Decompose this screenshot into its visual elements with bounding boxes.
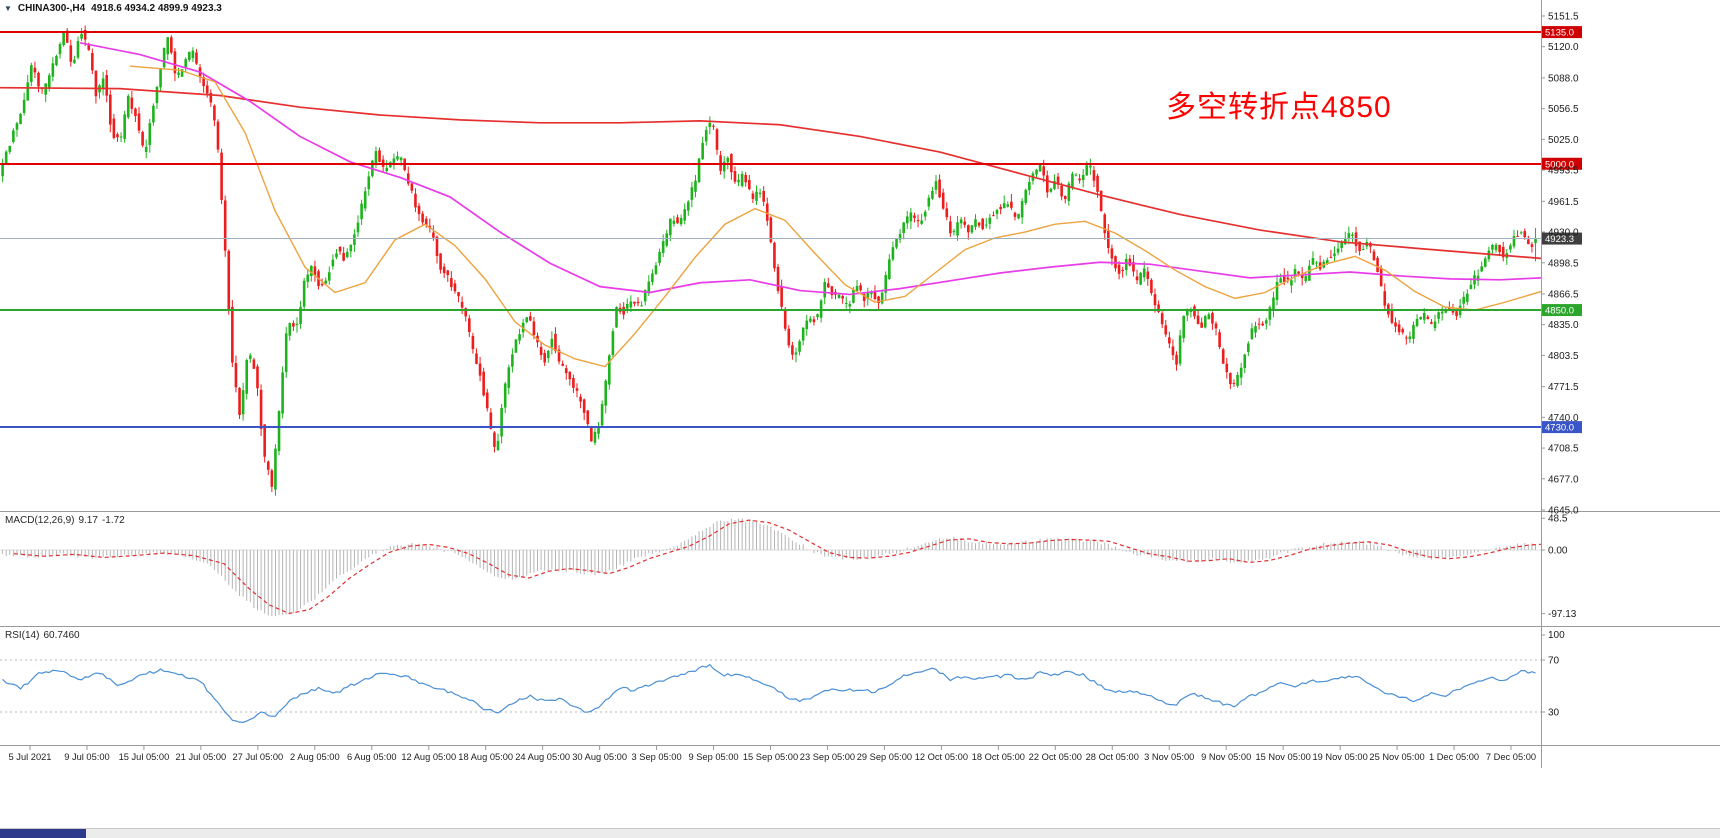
macd-value: 9.17 [78,515,98,526]
price-badge [1542,304,1582,317]
svg-text:30: 30 [1548,708,1560,719]
svg-text:0.00: 0.00 [1548,546,1568,557]
svg-text:12 Oct 05:00: 12 Oct 05:00 [915,752,968,762]
svg-text:9 Nov 05:00: 9 Nov 05:00 [1201,752,1251,762]
svg-text:5088.0: 5088.0 [1548,73,1579,84]
svg-text:5000.0: 5000.0 [1545,159,1574,170]
svg-text:5025.0: 5025.0 [1548,135,1579,146]
svg-text:2 Aug 05:00: 2 Aug 05:00 [290,752,340,762]
svg-text:4835.0: 4835.0 [1548,320,1579,331]
ohlc-values: 4918.6 4934.2 4899.9 4923.3 [91,3,222,14]
rsi-value: 60.7460 [43,630,80,641]
svg-text:9 Sep 05:00: 9 Sep 05:00 [688,752,738,762]
svg-text:3 Nov 05:00: 3 Nov 05:00 [1144,752,1194,762]
svg-text:4740.0: 4740.0 [1548,413,1579,424]
footer-bar [0,828,1720,838]
svg-text:4803.5: 4803.5 [1548,351,1579,362]
svg-text:4866.5: 4866.5 [1548,289,1579,300]
footer-accent-segment [0,829,86,838]
svg-text:5120.0: 5120.0 [1548,42,1579,53]
rsi-line [2,663,1536,723]
ma-slow-line [0,86,1542,260]
symbol-label: CHINA300-,H4 [17,3,86,14]
symbol-info-bar: ▼ CHINA300-,H4 4918.6 4934.2 4899.9 4923… [4,3,222,14]
svg-text:12 Aug 05:00: 12 Aug 05:00 [401,752,456,762]
svg-text:30 Aug 05:00: 30 Aug 05:00 [572,752,627,762]
svg-text:7 Dec 05:00: 7 Dec 05:00 [1486,752,1536,762]
svg-text:15 Sep 05:00: 15 Sep 05:00 [743,752,798,762]
svg-text:4930.0: 4930.0 [1548,228,1579,239]
price-badge [1542,157,1582,170]
macd-name: MACD(12,26,9) [5,515,75,526]
svg-text:25 Nov 05:00: 25 Nov 05:00 [1369,752,1424,762]
svg-text:3 Sep 05:00: 3 Sep 05:00 [632,752,682,762]
macd-panel: 48.5 0.00 -97.13 [0,514,1577,620]
svg-text:9 Jul 05:00: 9 Jul 05:00 [64,752,110,762]
svg-text:100: 100 [1548,630,1565,641]
price-badge [1542,421,1582,434]
svg-text:4993.5: 4993.5 [1548,166,1579,177]
ma-mid-line [79,41,1542,296]
svg-text:22 Oct 05:00: 22 Oct 05:00 [1029,752,1082,762]
svg-text:-97.13: -97.13 [1548,609,1577,620]
svg-text:21 Jul 05:00: 21 Jul 05:00 [176,752,227,762]
hline-5000.0: 5000.0 [0,157,1582,170]
svg-text:15 Nov 05:00: 15 Nov 05:00 [1255,752,1310,762]
panel-separators [0,0,1720,768]
hline-4923.3: 4923.3 [0,232,1582,245]
svg-text:27 Jul 05:00: 27 Jul 05:00 [233,752,284,762]
price-axis[interactable]: 5151.5 5120.0 5088.0 5056.5 5025.0 4993.5 4961… [1541,12,1579,517]
svg-text:5056.5: 5056.5 [1548,104,1579,115]
svg-text:15 Jul 05:00: 15 Jul 05:00 [119,752,170,762]
rsi-indicator-label: RSI(14) 60.7460 [5,630,80,641]
svg-text:4850.0: 4850.0 [1545,306,1574,317]
rsi-panel: 100 70 30 [0,630,1565,723]
price-badge [1542,232,1582,245]
svg-text:19 Nov 05:00: 19 Nov 05:00 [1312,752,1367,762]
annotation-text: 多空转折点4850 [1166,91,1392,124]
candles-layer [1,25,1537,496]
svg-text:5135.0: 5135.0 [1545,28,1574,39]
svg-text:48.5: 48.5 [1548,514,1568,525]
svg-text:4898.5: 4898.5 [1548,258,1579,269]
svg-text:5 Jul 2021: 5 Jul 2021 [9,752,52,762]
svg-text:4771.5: 4771.5 [1548,382,1579,393]
hline-5135.0: 5135.0 [0,26,1582,39]
svg-text:70: 70 [1548,656,1560,667]
macd-indicator-label: MACD(12,26,9) 9.17 -1.72 [5,515,125,526]
rsi-name: RSI(14) [5,630,40,641]
svg-text:5151.5: 5151.5 [1548,12,1579,23]
time-axis[interactable]: 5 Jul 2021 9 Jul 05:00 15 Jul 05:00 21 Jul … [9,746,1537,762]
hline-4730.0: 4730.0 [0,421,1582,434]
macd-histogram [2,518,1537,617]
macd-signal-line [13,519,1542,615]
svg-text:4677.0: 4677.0 [1548,474,1579,485]
macd-signal-value: -1.72 [101,515,125,526]
svg-text:1 Dec 05:00: 1 Dec 05:00 [1429,752,1479,762]
svg-text:6 Aug 05:00: 6 Aug 05:00 [347,752,397,762]
svg-text:4923.3: 4923.3 [1545,234,1574,245]
svg-text:4730.0: 4730.0 [1545,423,1574,434]
svg-text:4708.5: 4708.5 [1548,444,1579,455]
svg-text:18 Aug 05:00: 18 Aug 05:00 [458,752,513,762]
hline-4850.0: 4850.0 [0,304,1582,317]
svg-text:4645.0: 4645.0 [1548,506,1579,517]
svg-text:23 Sep 05:00: 23 Sep 05:00 [800,752,855,762]
svg-text:28 Oct 05:00: 28 Oct 05:00 [1086,752,1139,762]
price-badge [1542,26,1582,39]
ma-fast-line [129,65,1542,368]
svg-text:29 Sep 05:00: 29 Sep 05:00 [857,752,912,762]
chevron-down-icon[interactable]: ▼ [4,4,12,13]
svg-text:18 Oct 05:00: 18 Oct 05:00 [972,752,1025,762]
svg-text:4961.5: 4961.5 [1548,197,1579,208]
svg-text:24 Aug 05:00: 24 Aug 05:00 [515,752,570,762]
